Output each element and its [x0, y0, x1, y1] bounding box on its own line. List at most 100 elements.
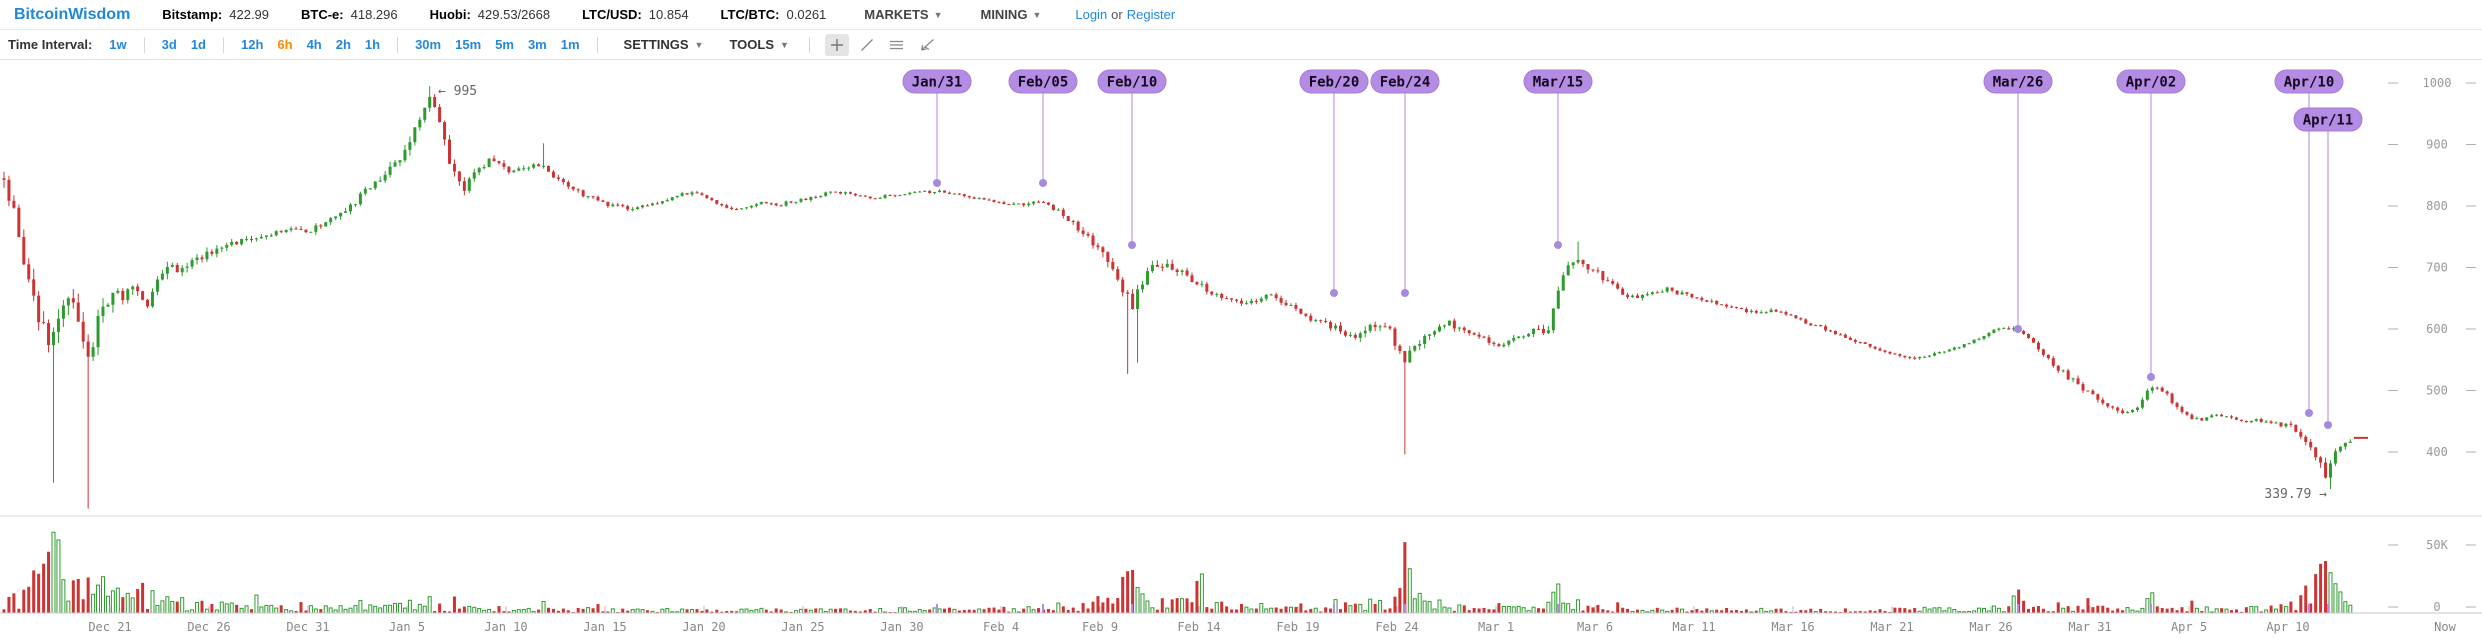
register-link[interactable]: Register [1126, 7, 1176, 22]
settings-menu[interactable]: SETTINGS ▼ [624, 37, 704, 52]
ticker-label: BTC-e: [301, 7, 344, 22]
svg-text:Jan 25: Jan 25 [781, 620, 824, 634]
interval-3d[interactable]: 3d [161, 37, 177, 52]
svg-text:Feb/05: Feb/05 [1018, 75, 1069, 91]
svg-text:Now: Now [2434, 620, 2456, 634]
ticker-label: Huobi: [429, 7, 471, 22]
svg-text:Apr/10: Apr/10 [2284, 75, 2335, 91]
svg-text:Apr 5: Apr 5 [2171, 620, 2207, 634]
chart-toolbar: Time Interval: 1w 3d 1d 12h 6h 4h 2h 1h … [0, 30, 2482, 60]
annotation-pill[interactable]: Apr/02 [2116, 69, 2186, 94]
svg-text:Jan 20: Jan 20 [682, 620, 725, 634]
svg-text:Mar 11: Mar 11 [1672, 620, 1715, 634]
svg-text:Feb 24: Feb 24 [1375, 620, 1418, 634]
auth-or-text: or [1111, 7, 1123, 22]
annotation-pill[interactable]: Mar/15 [1523, 69, 1593, 94]
interval-group-hour: 12h 6h 4h 2h 1h [224, 36, 399, 53]
ticker-label: Bitstamp: [162, 7, 223, 22]
horizontal-lines-icon[interactable] [885, 34, 909, 56]
interval-1h[interactable]: 1h [364, 37, 381, 52]
svg-text:Dec 26: Dec 26 [187, 620, 230, 634]
annotation-pill[interactable]: Apr/11 [2293, 107, 2363, 132]
interval-15m[interactable]: 15m [455, 37, 482, 52]
trendline-icon[interactable] [855, 34, 879, 56]
svg-text:Jan/31: Jan/31 [912, 75, 963, 91]
interval-2h[interactable]: 2h [335, 37, 351, 52]
interval-30m[interactable]: 30m [415, 37, 442, 52]
candlestick-chart[interactable]: 1000 900 800 700 600 500 400 50K 0 Dec 21 Dec 26 De… [0, 60, 2482, 634]
interval-5m[interactable]: 5m [495, 37, 514, 52]
svg-text:800: 800 [2426, 199, 2448, 213]
ticker-ltcusd[interactable]: LTC/USD: 10.854 [582, 7, 688, 22]
svg-text:Mar 21: Mar 21 [1870, 620, 1913, 634]
interval-1m[interactable]: 1m [560, 37, 580, 52]
interval-group-day: 3d 1d [145, 36, 224, 53]
auth-links: Login or Register [1075, 7, 1175, 22]
annotation-pill[interactable]: Feb/20 [1299, 69, 1369, 94]
fib-arrow-icon[interactable] [915, 34, 939, 56]
annotation-pill[interactable]: Mar/26 [1983, 69, 2053, 94]
crosshair-icon[interactable] [824, 33, 849, 56]
tools-menu[interactable]: TOOLS ▼ [729, 37, 788, 52]
chevron-down-icon: ▼ [694, 39, 704, 50]
svg-text:Feb/20: Feb/20 [1309, 75, 1360, 91]
svg-text:Feb 14: Feb 14 [1177, 620, 1220, 634]
ticker-value: 10.854 [648, 7, 689, 22]
annotation-pill[interactable]: Apr/10 [2274, 69, 2344, 94]
interval-6h[interactable]: 6h [277, 37, 293, 52]
chevron-down-icon: ▼ [1032, 9, 1042, 20]
bitcoinwisdom-logo[interactable]: BitcoinWisdom [14, 5, 131, 23]
svg-text:Jan 15: Jan 15 [583, 620, 626, 634]
svg-text:Apr 10: Apr 10 [2266, 620, 2309, 634]
ticker-huobi[interactable]: Huobi: 429.53/2668 [430, 7, 550, 22]
interval-1w[interactable]: 1w [109, 37, 127, 52]
svg-text:Jan 10: Jan 10 [484, 620, 527, 634]
ticker-value: 422.99 [229, 7, 270, 22]
svg-text:Feb 9: Feb 9 [1082, 620, 1118, 634]
ticker-value: 429.53/2668 [477, 7, 551, 22]
svg-text:← 995: ← 995 [438, 84, 477, 99]
svg-text:Mar 31: Mar 31 [2068, 620, 2111, 634]
ticker-btce[interactable]: BTC-e: 418.296 [301, 7, 398, 22]
svg-text:Apr/02: Apr/02 [2126, 75, 2177, 91]
login-link[interactable]: Login [1075, 7, 1108, 22]
interval-group-week: 1w [92, 36, 145, 53]
interval-12h[interactable]: 12h [240, 37, 264, 52]
interval-3m[interactable]: 3m [527, 37, 547, 52]
markets-menu[interactable]: MARKETS ▼ [864, 7, 942, 22]
annotation-pill[interactable]: Feb/24 [1370, 69, 1440, 94]
ticker-bitstamp[interactable]: Bitstamp: 422.99 [162, 7, 269, 22]
chevron-down-icon: ▼ [933, 9, 943, 20]
time-interval-label: Time Interval: [8, 37, 93, 52]
svg-text:Dec 21: Dec 21 [88, 620, 131, 634]
annotations-layer: Jan/31 Feb/05 Feb/10 Feb/20 Feb/24 Mar/15 Mar/… [902, 69, 2363, 613]
toolbar-divider [808, 36, 810, 53]
annotation-pill[interactable]: Jan/31 [902, 69, 972, 94]
interval-4h[interactable]: 4h [306, 37, 322, 52]
tools-menu-label: TOOLS [729, 37, 775, 52]
svg-text:Mar/15: Mar/15 [1533, 75, 1584, 91]
svg-text:0: 0 [2433, 600, 2440, 614]
settings-menu-label: SETTINGS [623, 37, 689, 52]
ticker-value: 418.296 [350, 7, 398, 22]
price-markers: ← 995 339.79 → [438, 84, 2368, 502]
svg-text:Apr/11: Apr/11 [2303, 113, 2354, 129]
svg-text:50K: 50K [2426, 538, 2448, 552]
svg-text:Feb/24: Feb/24 [1380, 75, 1431, 91]
svg-text:500: 500 [2426, 384, 2448, 398]
mining-menu[interactable]: MINING ▼ [980, 7, 1041, 22]
interval-1d[interactable]: 1d [190, 37, 206, 52]
axes-layer [0, 515, 2482, 614]
annotation-pill[interactable]: Feb/10 [1097, 69, 1167, 94]
annotation-pill[interactable]: Feb/05 [1008, 69, 1078, 94]
svg-text:Dec 31: Dec 31 [286, 620, 329, 634]
svg-text:600: 600 [2426, 322, 2448, 336]
svg-text:400: 400 [2426, 445, 2448, 459]
interval-group-minute: 30m 15m 5m 3m 1m [398, 36, 598, 53]
svg-text:900: 900 [2426, 138, 2448, 152]
ticker-ltcbtc[interactable]: LTC/BTC: 0.0261 [721, 7, 827, 22]
svg-text:700: 700 [2426, 261, 2448, 275]
ticker-value: 0.0261 [786, 7, 827, 22]
candles-layer [2, 86, 2352, 509]
svg-text:Jan 5: Jan 5 [389, 620, 425, 634]
